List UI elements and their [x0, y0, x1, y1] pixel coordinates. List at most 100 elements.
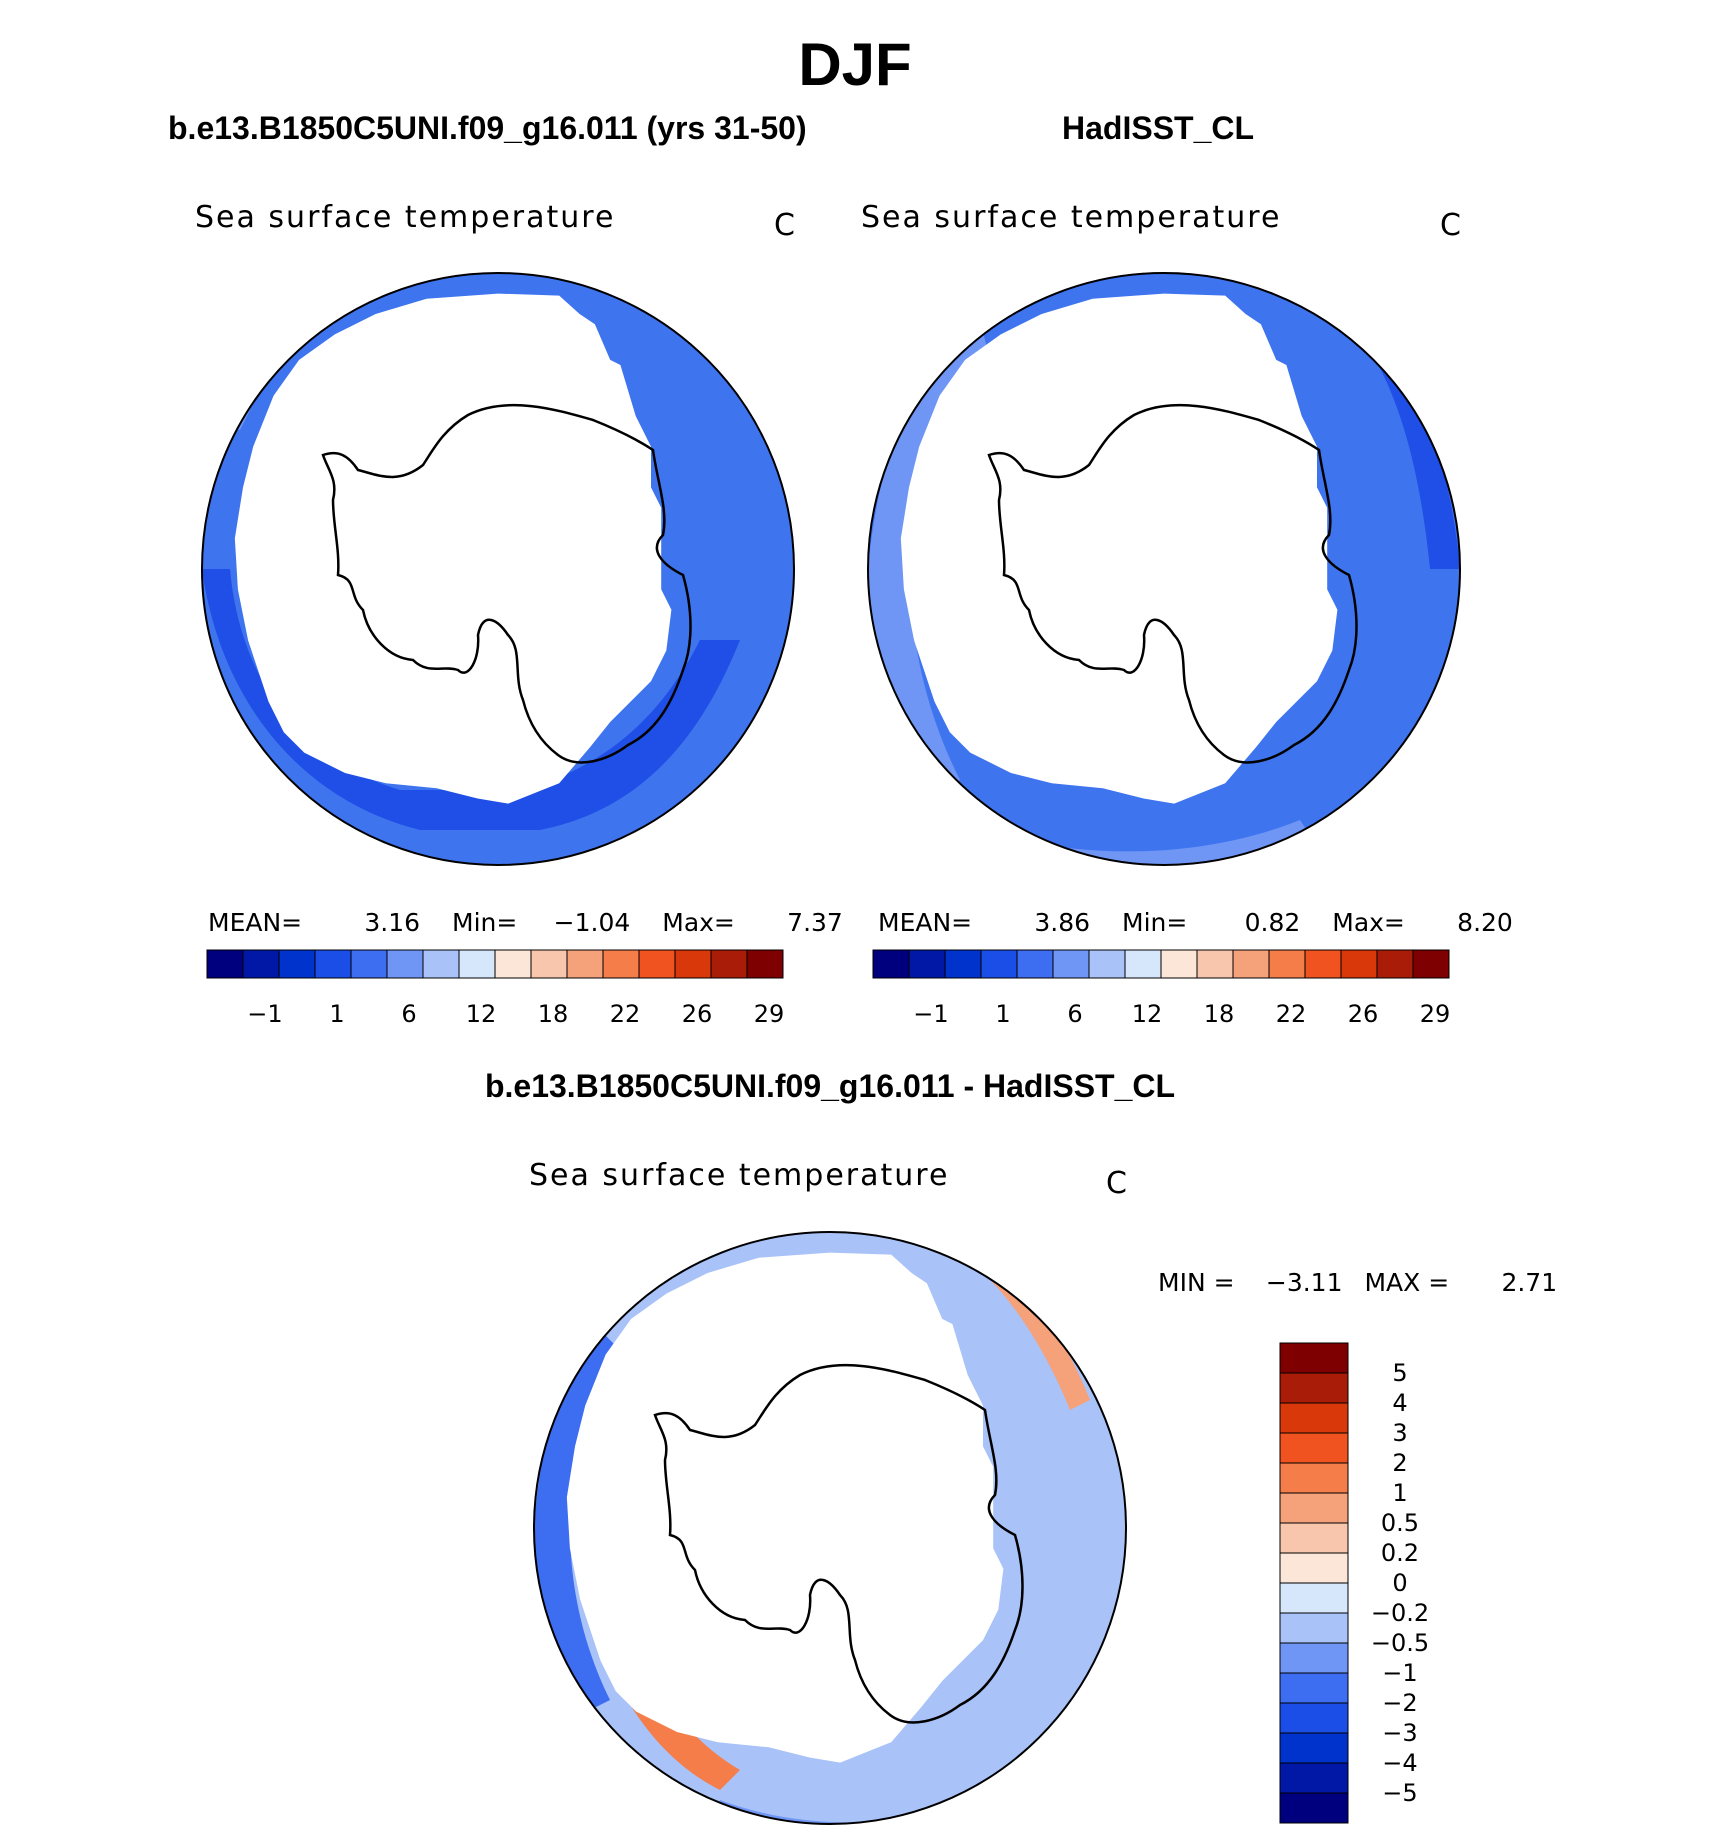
right-units-label: C — [1440, 208, 1461, 243]
diff-colorbar-tick-label: −1 — [1382, 1659, 1417, 1687]
diff-min-label: MIN = — [1158, 1268, 1235, 1297]
diff-panel-title: b.e13.B1850C5UNI.f09_g16.011 - HadISST_C… — [484, 1068, 1176, 1104]
right-colorbar: −1 1 6 12 18 22 26 29 — [872, 949, 1451, 1028]
right-colorbar-swatch — [1412, 949, 1450, 979]
diff-colorbar-swatch — [1279, 1552, 1349, 1584]
right-colorbar-swatch — [1124, 949, 1162, 979]
diff-colorbar-tick-label: 4 — [1392, 1389, 1407, 1417]
left-colorbar-tick-label: 1 — [329, 1000, 344, 1028]
right-colorbar-swatch — [1268, 949, 1306, 979]
left-panel-title: b.e13.B1850C5UNI.f09_g16.011 (yrs 31-50) — [168, 110, 807, 146]
diff-colorbar-swatch — [1279, 1522, 1349, 1554]
diff-colorbar-swatch — [1279, 1582, 1349, 1614]
left-colorbar: −1 1 6 12 18 22 26 29 — [206, 949, 785, 1028]
left-colorbar-swatch — [314, 949, 352, 979]
diff-min-value: −3.11 — [1265, 1268, 1343, 1297]
diff-colorbar-swatch — [1279, 1702, 1349, 1734]
diff-colorbar-tick-label: −0.5 — [1371, 1629, 1429, 1657]
right-min-label: Min= — [1122, 908, 1188, 937]
right-colorbar-tick-label: 18 — [1204, 1000, 1235, 1028]
diff-colorbar-tick-label: 1 — [1392, 1479, 1407, 1507]
right-panel-title: HadISST_CL — [1062, 110, 1255, 146]
left-colorbar-swatch — [530, 949, 568, 979]
diff-max-label: MAX = — [1364, 1268, 1450, 1297]
right-colorbar-tick-label: 29 — [1420, 1000, 1451, 1028]
right-min-value: 0.82 — [1244, 908, 1301, 937]
diff-map — [533, 1231, 1127, 1825]
diff-colorbar-tick-label: −2 — [1382, 1689, 1417, 1717]
right-stats: MEAN= 3.86 Min= 0.82 Max= 8.20 — [878, 908, 1513, 937]
right-colorbar-tick-label: 1 — [995, 1000, 1010, 1028]
right-colorbar-swatch — [1088, 949, 1126, 979]
right-colorbar-swatch — [872, 949, 910, 979]
right-colorbar-swatch — [1340, 949, 1378, 979]
diff-colorbar-tick-label: 0.2 — [1381, 1539, 1419, 1567]
right-colorbar-tick-label: 6 — [1067, 1000, 1082, 1028]
left-map — [201, 272, 795, 866]
diff-max-value: 2.71 — [1501, 1268, 1558, 1297]
right-colorbar-tick-label: −1 — [913, 1000, 948, 1028]
diff-colorbar-swatch — [1279, 1342, 1349, 1374]
left-colorbar-swatch — [422, 949, 460, 979]
diff-variable-label: Sea surface temperature — [529, 1158, 950, 1193]
left-colorbar-swatch — [278, 949, 316, 979]
right-colorbar-swatch — [980, 949, 1018, 979]
left-units-label: C — [774, 208, 795, 243]
right-colorbar-swatch — [1232, 949, 1270, 979]
left-max-value: 7.37 — [787, 908, 843, 937]
left-min-value: −1.04 — [553, 908, 631, 937]
diff-colorbar-tick-label: 0.5 — [1381, 1509, 1419, 1537]
left-colorbar-tick-label: 6 — [401, 1000, 416, 1028]
left-colorbar-swatch — [710, 949, 748, 979]
diff-colorbar-swatch — [1279, 1372, 1349, 1404]
right-mean-value: 3.86 — [1034, 908, 1091, 937]
diff-colorbar-tick-label: 3 — [1392, 1419, 1407, 1447]
diff-colorbar-tick-label: −4 — [1382, 1749, 1417, 1777]
diff-colorbar-swatch — [1279, 1672, 1349, 1704]
right-colorbar-tick-label: 12 — [1132, 1000, 1163, 1028]
right-colorbar-swatch — [1196, 949, 1234, 979]
right-colorbar-swatch — [1376, 949, 1414, 979]
left-colorbar-swatch — [458, 949, 496, 979]
left-colorbar-swatch — [494, 949, 532, 979]
right-mean-label: MEAN= — [878, 908, 973, 937]
diff-colorbar-swatch — [1279, 1642, 1349, 1674]
diff-colorbar-tick-label: 2 — [1392, 1449, 1407, 1477]
right-colorbar-swatch — [1304, 949, 1342, 979]
diff-colorbar-swatch — [1279, 1792, 1349, 1824]
left-mean-label: MEAN= — [208, 908, 303, 937]
left-colorbar-swatch — [350, 949, 388, 979]
right-map — [867, 272, 1461, 866]
diff-units-label: C — [1106, 1166, 1127, 1201]
right-max-label: Max= — [1332, 908, 1405, 937]
diff-colorbar-swatch — [1279, 1402, 1349, 1434]
right-colorbar-swatch — [1016, 949, 1054, 979]
left-colorbar-tick-label: 22 — [610, 1000, 641, 1028]
diff-colorbar-swatch — [1279, 1462, 1349, 1494]
left-colorbar-tick-label: 29 — [754, 1000, 785, 1028]
right-colorbar-swatch — [1160, 949, 1198, 979]
left-colorbar-swatch — [566, 949, 604, 979]
left-min-label: Min= — [452, 908, 518, 937]
diff-colorbar-tick-label: −3 — [1382, 1719, 1417, 1747]
left-colorbar-swatch — [746, 949, 784, 979]
diff-colorbar-swatch — [1279, 1432, 1349, 1464]
left-variable-label: Sea surface temperature — [195, 200, 616, 235]
right-colorbar-swatch — [1052, 949, 1090, 979]
left-mean-value: 3.16 — [364, 908, 421, 937]
left-colorbar-swatch — [206, 949, 244, 979]
right-variable-label: Sea surface temperature — [861, 200, 1282, 235]
diff-colorbar-swatch — [1279, 1492, 1349, 1524]
left-max-label: Max= — [662, 908, 735, 937]
left-stats: MEAN= 3.16 Min= −1.04 Max= 7.37 — [208, 908, 843, 937]
diff-colorbar-swatch — [1279, 1612, 1349, 1644]
diff-colorbar-tick-label: −0.2 — [1371, 1599, 1429, 1627]
right-colorbar-tick-label: 22 — [1276, 1000, 1307, 1028]
left-colorbar-swatch — [386, 949, 424, 979]
left-colorbar-tick-label: 26 — [682, 1000, 713, 1028]
left-colorbar-swatch — [674, 949, 712, 979]
left-colorbar-swatch — [602, 949, 640, 979]
diff-colorbar-tick-label: 0 — [1392, 1569, 1407, 1597]
